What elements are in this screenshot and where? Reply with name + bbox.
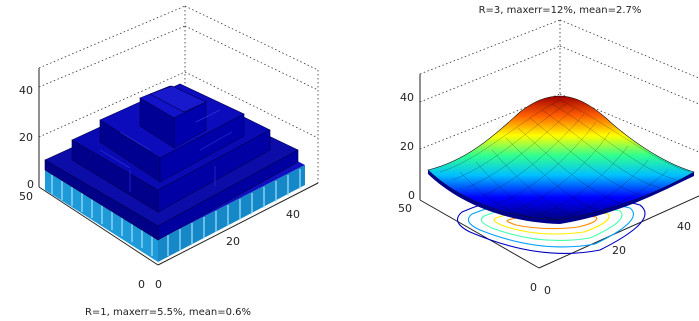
left-x-tick-0: 0 (155, 278, 162, 291)
left-block-edges (99, 109, 233, 192)
right-x-tick-20: 20 (612, 244, 626, 257)
right-x-tick-40: 40 (677, 220, 691, 233)
right-surface-front (428, 170, 694, 224)
right-z-tick-40: 40 (400, 91, 414, 104)
right-z-tick-20: 20 (400, 140, 414, 153)
right-axes-box (419, 74, 699, 269)
right-surface (427, 95, 695, 221)
right-x-tick-0: 0 (544, 284, 551, 297)
right-y-tick-0: 0 (530, 281, 537, 294)
left-plot: 40 20 0 50 0 0 20 40 R=1, maxerr=5.5%, m… (19, 5, 319, 318)
right-y-tick-50: 50 (398, 202, 412, 215)
left-y-tick-50: 50 (19, 190, 33, 203)
left-z-tick-40: 40 (19, 84, 33, 97)
left-pyramid (44, 83, 299, 241)
right-plot-title: R=3, maxerr=12%, mean=2.7% (479, 5, 642, 16)
left-y-tick-0: 0 (138, 278, 145, 291)
right-z-tick-0: 0 (408, 189, 415, 202)
left-base-stripes (51, 169, 301, 256)
left-x-tick-40: 40 (286, 208, 300, 221)
left-grid (38, 5, 319, 183)
right-plot: 40 20 0 50 0 0 20 40 R=3, maxerr=12%, me… (398, 5, 699, 297)
left-z-tick-0: 0 (27, 178, 34, 191)
left-z-tick-20: 20 (19, 131, 33, 144)
left-plot-title: R=1, maxerr=5.5%, mean=0.6% (85, 307, 251, 318)
right-surface-mesh (439, 99, 691, 221)
left-base-front-right (158, 165, 305, 262)
left-x-tick-20: 20 (226, 235, 240, 248)
left-axes-box (38, 68, 319, 266)
